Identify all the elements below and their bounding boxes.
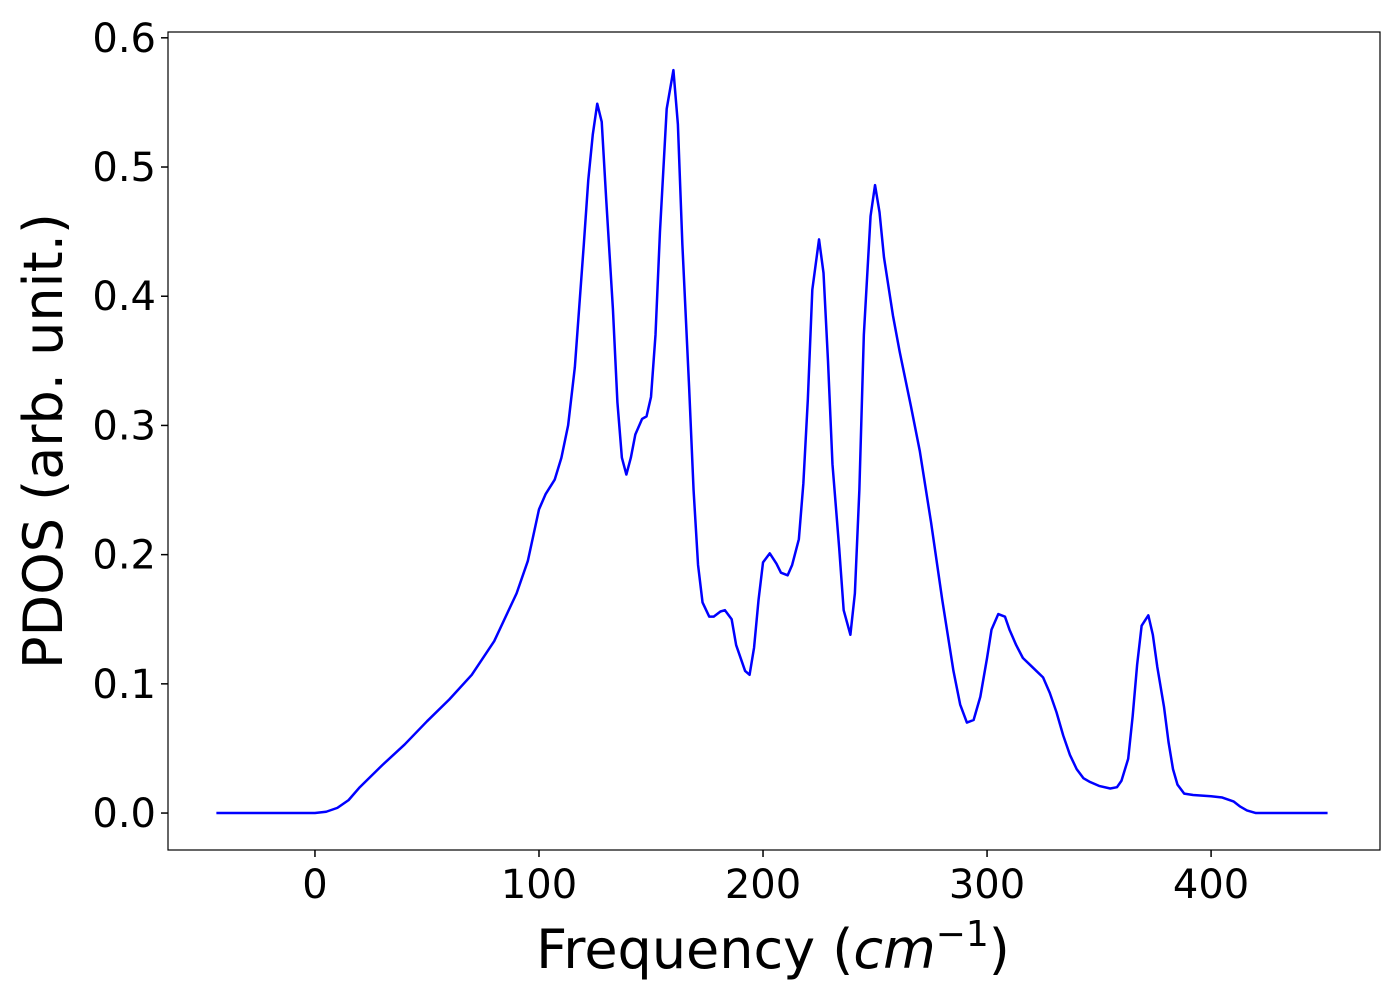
x-label-exponent: −1	[936, 914, 989, 955]
x-tick-label: 200	[725, 862, 801, 908]
x-tick-label: 0	[302, 862, 327, 908]
x-label-text: Frequency (	[536, 918, 853, 981]
x-tick-label: 400	[1173, 862, 1249, 908]
y-tick-label: 0.1	[92, 662, 156, 708]
plot-frame	[167, 31, 1381, 851]
x-tick-label: 100	[501, 862, 577, 908]
y-tick-label: 0.2	[92, 533, 156, 579]
y-tick-label: 0.6	[92, 16, 156, 62]
y-tick-label: 0.5	[92, 145, 156, 191]
y-tick-label: 0.0	[92, 791, 156, 837]
y-axis-label: PDOS (arb. unit.)	[12, 213, 75, 669]
x-label-text: )	[989, 918, 1010, 981]
x-tick-label: 300	[949, 862, 1025, 908]
y-tick-label: 0.4	[92, 274, 156, 320]
x-label-unit: cm	[853, 918, 935, 981]
data-line	[216, 68, 1328, 815]
y-tick-label: 0.3	[92, 403, 156, 449]
x-axis-label: Frequency (cm−1)	[536, 914, 1010, 981]
